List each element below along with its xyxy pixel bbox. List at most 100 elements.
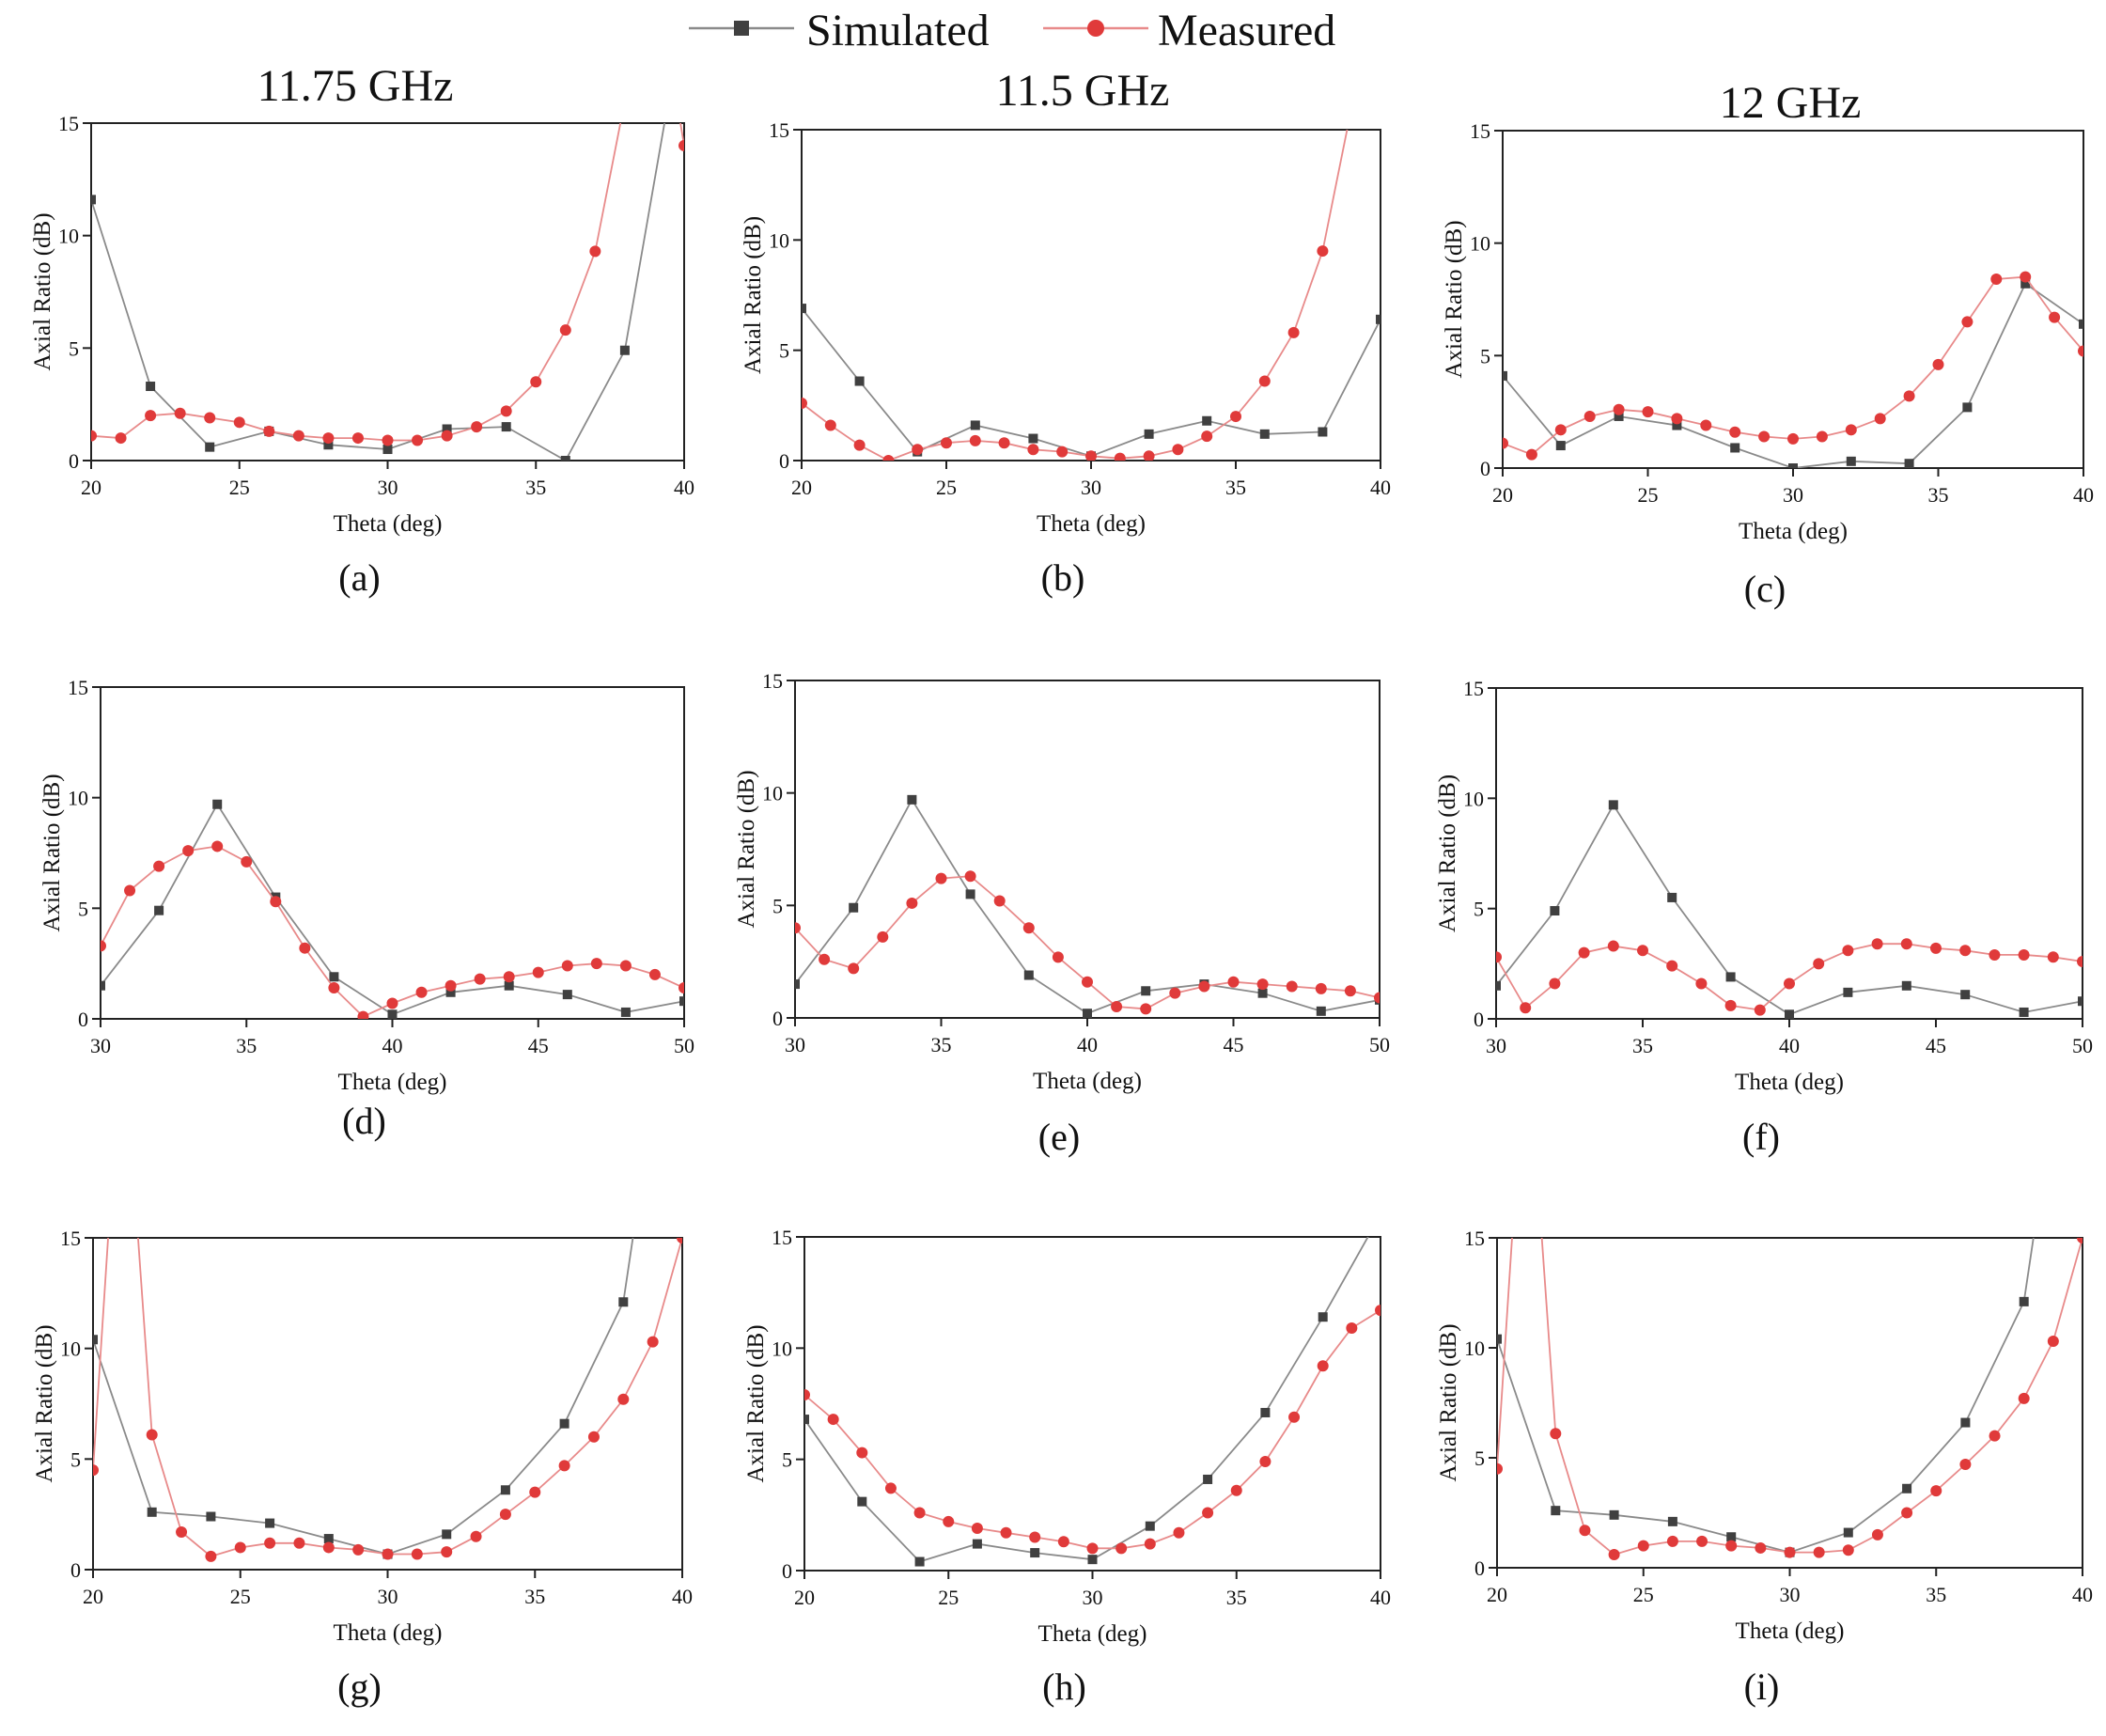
measured-point: [530, 376, 542, 388]
measured-point: [2020, 271, 2032, 283]
panel-label: (c): [1744, 568, 1786, 610]
measured-point: [1169, 987, 1181, 999]
simulated-point: [970, 420, 980, 430]
measured-point: [2049, 311, 2061, 323]
x-tick-label: 30: [1081, 476, 1101, 499]
simulated-series-line: [804, 1237, 1369, 1563]
measured-point: [848, 962, 860, 975]
x-tick-label: 20: [791, 476, 812, 499]
simulated-point: [1788, 463, 1798, 468]
measured-point: [1057, 1536, 1069, 1548]
simulated-point: [387, 1009, 398, 1019]
y-tick-label: 5: [782, 1448, 792, 1472]
measured-point: [357, 1010, 369, 1019]
measured-point: [2047, 1335, 2059, 1347]
y-tick-label: 0: [1480, 457, 1490, 480]
y-tick-label: 5: [1474, 898, 1484, 921]
measured-point: [2047, 951, 2059, 963]
measured-point: [1082, 976, 1093, 988]
measured-point: [1695, 977, 1708, 990]
simulated-point: [500, 1485, 510, 1495]
y-axis-label: Axial Ratio (dB): [30, 212, 55, 370]
plot-area: [804, 1210, 1385, 1567]
y-tick-label: 10: [772, 1337, 792, 1360]
simulated-point: [1551, 1506, 1561, 1516]
simulated-point: [1083, 1009, 1092, 1018]
measured-point: [1344, 985, 1356, 997]
simulated-point: [620, 1007, 631, 1017]
simulated-point: [1144, 429, 1154, 439]
simulated-point: [1672, 420, 1682, 430]
column-title-115: 11.5 GHz: [996, 66, 1170, 116]
measured-point: [264, 1537, 276, 1549]
measured-point: [1816, 430, 1828, 443]
measured-point: [382, 434, 394, 446]
x-tick-label: 30: [1486, 1034, 1506, 1057]
plot-area: [101, 799, 684, 1019]
y-tick-label: 0: [1474, 1556, 1485, 1580]
measured-point: [1583, 410, 1596, 422]
panel-i: 20 25 30 35 40 0 5 10 15 Theta (deg) Axial Ratio (…: [1436, 1227, 2093, 1708]
y-tick-label: 15: [772, 1226, 792, 1249]
measured-point: [1666, 1535, 1678, 1547]
measured-point: [1696, 1535, 1708, 1547]
panel-label: (h): [1042, 1666, 1086, 1708]
simulated-point: [1555, 441, 1566, 451]
measured-point: [906, 897, 918, 909]
simulated-point: [1902, 1483, 1912, 1494]
measured-point: [1842, 945, 1854, 957]
y-axis-label: Axial Ratio (dB): [741, 216, 766, 374]
x-tick-label: 35: [1928, 483, 1949, 507]
measured-point: [204, 412, 216, 424]
y-tick-label: 5: [78, 897, 88, 920]
panel-c: 20 25 30 35 40 0 5 10 15 Theta (deg) Axial Ratio (…: [1442, 119, 2094, 610]
measured-point: [1959, 1459, 1972, 1471]
measured-point: [1027, 444, 1039, 456]
simulated-point: [146, 382, 156, 392]
measured-point: [1227, 976, 1240, 988]
x-tick-label: 35: [1225, 476, 1246, 499]
simulated-point: [205, 442, 215, 452]
measured-point: [1930, 942, 1942, 954]
measured-point: [145, 410, 157, 422]
measured-point: [1901, 1507, 1913, 1519]
measured-point: [1173, 1526, 1185, 1539]
panel-label: (b): [1041, 556, 1085, 599]
legend-simulated-marker: [734, 21, 749, 36]
measured-point: [802, 397, 807, 409]
simulated-point: [265, 1518, 275, 1528]
measured-point: [1056, 446, 1069, 458]
simulated-point: [1203, 1474, 1213, 1484]
simulated-point: [618, 1297, 629, 1307]
simulated-point: [907, 794, 917, 805]
x-tick-label: 25: [230, 1585, 251, 1608]
measured-point: [474, 973, 486, 985]
measured-point: [1554, 424, 1567, 436]
x-tick-label: 35: [1632, 1034, 1653, 1057]
x-tick-label: 20: [83, 1585, 103, 1608]
measured-point: [679, 139, 684, 151]
simulated-point: [562, 990, 572, 1000]
simulated-point: [1609, 1509, 1619, 1520]
measured-series-line: [93, 1238, 682, 1557]
measured-point: [819, 953, 831, 965]
measured-point: [1842, 1544, 1854, 1556]
measured-point: [1758, 430, 1771, 443]
x-tick-label: 20: [1487, 1583, 1507, 1606]
simulated-point: [1376, 1210, 1385, 1219]
y-tick-label: 15: [769, 118, 789, 142]
simulated-point: [1259, 429, 1270, 439]
simulated-point: [1145, 1521, 1155, 1531]
measured-point: [619, 960, 632, 972]
simulated-point: [212, 799, 223, 809]
x-tick-label: 20: [81, 476, 101, 499]
simulated-point: [504, 980, 514, 991]
x-axis-label: Theta (deg): [1735, 1070, 1844, 1095]
x-axis-label: Theta (deg): [334, 1620, 443, 1646]
x-tick-label: 30: [1783, 483, 1803, 507]
y-tick-label: 0: [70, 1558, 81, 1582]
measured-point: [1813, 1546, 1825, 1558]
measured-point: [1374, 992, 1380, 1004]
simulated-point: [1904, 459, 1914, 468]
simulated-point: [1030, 1548, 1040, 1558]
